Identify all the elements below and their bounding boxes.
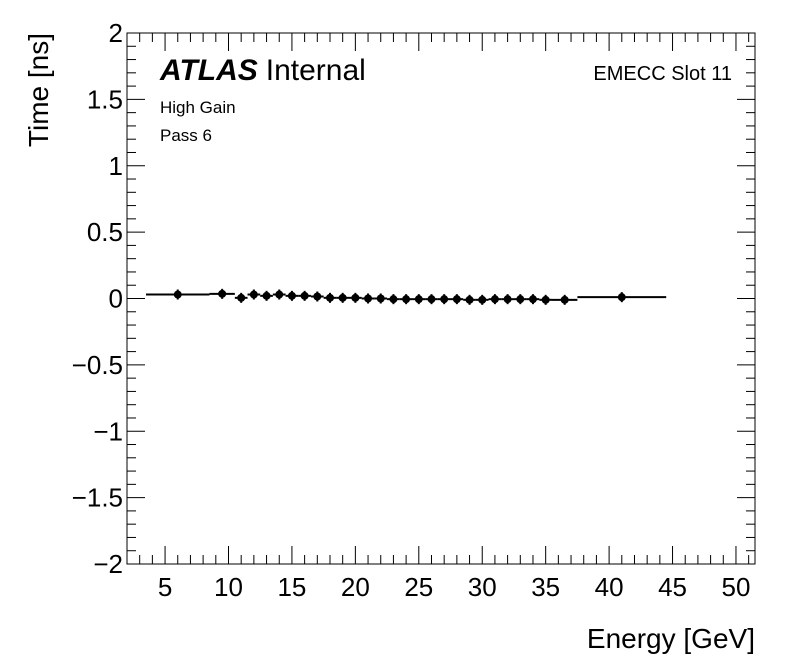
y-tick-label: −1.5 [72, 483, 123, 513]
y-tick-label: 2 [109, 18, 123, 48]
gain-label: High Gain [160, 98, 236, 117]
data-point-marker [503, 295, 512, 304]
data-point-marker [376, 294, 385, 303]
x-tick-labels: 5 10 15 20 25 30 35 40 45 50 [158, 572, 751, 602]
data-point-marker [389, 295, 398, 304]
x-tick-label: 35 [531, 572, 560, 602]
x-tick-label: 40 [595, 572, 624, 602]
x-tick-label: 50 [722, 572, 751, 602]
data-point-marker [617, 293, 626, 302]
data-point-marker [275, 290, 284, 299]
data-point-marker [560, 295, 569, 304]
atlas-internal-text: Internal [266, 54, 366, 87]
x-tick-label: 20 [341, 572, 370, 602]
y-tick-label: −1 [93, 416, 123, 446]
data-point-marker [173, 290, 182, 299]
data-point-marker [313, 292, 322, 301]
data-point-marker [237, 293, 246, 302]
y-axis-title: Time [ns] [23, 33, 54, 147]
x-tick-label: 15 [277, 572, 306, 602]
data-point-marker [478, 295, 487, 304]
data-point-marker [440, 295, 449, 304]
y-tick-label: 0.5 [87, 217, 123, 247]
data-point-marker [452, 295, 461, 304]
y-tick-label: 1.5 [87, 84, 123, 114]
x-tick-label: 10 [214, 572, 243, 602]
data-point-marker [287, 291, 296, 300]
data-point-marker [300, 291, 309, 300]
data-point-marker [541, 295, 550, 304]
data-point-marker [528, 295, 537, 304]
data-point-marker [364, 294, 373, 303]
y-tick-labels: −2 −1.5 −1 −0.5 0 0.5 1 1.5 2 [72, 18, 123, 579]
data-point-marker [249, 290, 258, 299]
x-tick-label: 30 [468, 572, 497, 602]
data-points [146, 288, 667, 305]
x-tick-label: 45 [658, 572, 687, 602]
data-point-marker [490, 295, 499, 304]
data-point-marker [325, 293, 334, 302]
x-axis-title: Energy [GeV] [587, 623, 755, 654]
slot-label: EMECC Slot 11 [593, 63, 732, 85]
data-point-marker [465, 295, 474, 304]
data-point-marker [414, 295, 423, 304]
y-tick-label: −2 [93, 549, 123, 579]
y-tick-label: 1 [109, 151, 123, 181]
data-point-marker [402, 295, 411, 304]
data-point-marker [427, 295, 436, 304]
data-point-marker [218, 289, 227, 298]
data-point-marker [338, 293, 347, 302]
atlas-bold-text: ATLAS [159, 54, 258, 87]
axis-ticks [126, 32, 755, 565]
y-tick-label: −0.5 [72, 350, 123, 380]
y-tick-label: 0 [109, 284, 123, 314]
data-point-marker [516, 295, 525, 304]
data-point-marker [262, 291, 271, 300]
data-point-marker [351, 293, 360, 302]
atlas-label: ATLAS Internal [159, 54, 366, 87]
x-tick-label: 25 [404, 572, 433, 602]
pass-label: Pass 6 [160, 126, 212, 145]
x-tick-label: 5 [158, 572, 172, 602]
